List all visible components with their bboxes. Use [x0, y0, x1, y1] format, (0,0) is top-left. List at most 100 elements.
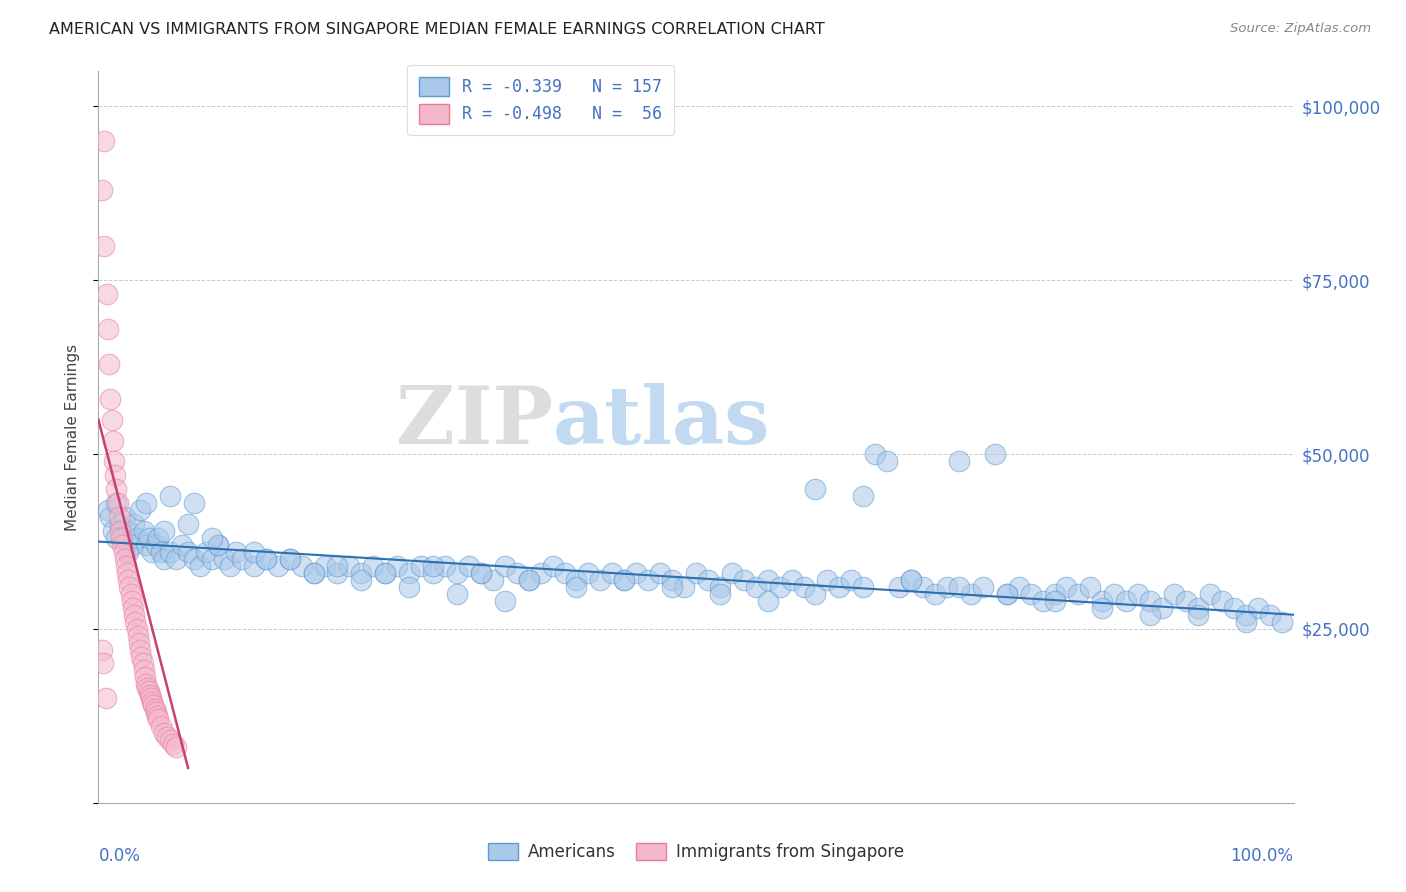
Point: [756, 594, 779, 608]
Point: [107, 496, 129, 510]
Y-axis label: Median Female Earnings: Median Female Earnings: [65, 343, 80, 531]
Point: [1019, 587, 1042, 601]
Point: [637, 573, 659, 587]
Point: [243, 558, 266, 573]
Point: [267, 558, 290, 573]
Point: [110, 531, 132, 545]
Point: [172, 538, 194, 552]
Point: [350, 566, 373, 580]
Point: [121, 594, 143, 608]
Point: [948, 580, 970, 594]
Point: [127, 629, 149, 643]
Point: [780, 573, 803, 587]
Point: [139, 688, 162, 702]
Point: [685, 566, 707, 580]
Point: [104, 468, 127, 483]
Point: [995, 587, 1018, 601]
Point: [398, 566, 420, 580]
Point: [661, 580, 683, 594]
Point: [458, 558, 481, 573]
Point: [673, 580, 696, 594]
Point: [131, 649, 153, 664]
Point: [1104, 587, 1126, 601]
Point: [804, 483, 827, 497]
Point: [153, 726, 176, 740]
Point: [131, 657, 153, 671]
Point: [841, 573, 863, 587]
Point: [1043, 587, 1066, 601]
Point: [115, 566, 138, 580]
Point: [219, 558, 242, 573]
Point: [960, 587, 983, 601]
Point: [422, 558, 444, 573]
Point: [159, 733, 181, 747]
Point: [124, 607, 146, 622]
Point: [149, 719, 172, 733]
Point: [1271, 615, 1294, 629]
Point: [1067, 587, 1090, 601]
Point: [149, 545, 172, 559]
Point: [1128, 587, 1150, 601]
Point: [302, 566, 325, 580]
Point: [1247, 600, 1270, 615]
Point: [589, 573, 612, 587]
Point: [339, 558, 361, 573]
Point: [1043, 594, 1066, 608]
Point: [565, 580, 588, 594]
Point: [828, 580, 851, 594]
Point: [434, 558, 457, 573]
Point: [446, 587, 468, 601]
Text: 0.0%: 0.0%: [98, 847, 141, 864]
Point: [517, 573, 540, 587]
Point: [578, 566, 600, 580]
Point: [374, 566, 396, 580]
Point: [900, 573, 922, 587]
Point: [138, 684, 160, 698]
Point: [148, 712, 170, 726]
Point: [207, 538, 229, 552]
Point: [188, 558, 211, 573]
Point: [201, 552, 224, 566]
Point: [661, 573, 683, 587]
Point: [385, 558, 409, 573]
Point: [91, 642, 114, 657]
Point: [129, 503, 152, 517]
Point: [136, 681, 159, 695]
Point: [1175, 594, 1198, 608]
Point: [103, 454, 125, 468]
Point: [804, 587, 827, 601]
Point: [422, 566, 444, 580]
Point: [105, 483, 128, 497]
Point: [100, 412, 122, 426]
Point: [98, 510, 122, 524]
Point: [865, 448, 887, 462]
Point: [111, 531, 134, 545]
Point: [889, 580, 911, 594]
Point: [768, 580, 790, 594]
Point: [159, 489, 181, 503]
Point: [613, 573, 636, 587]
Point: [114, 552, 136, 566]
Point: [876, 454, 898, 468]
Point: [721, 566, 744, 580]
Point: [565, 573, 588, 587]
Point: [1139, 607, 1161, 622]
Point: [153, 552, 176, 566]
Point: [125, 622, 148, 636]
Point: [1091, 600, 1114, 615]
Point: [117, 545, 139, 559]
Point: [225, 545, 247, 559]
Point: [1234, 615, 1257, 629]
Point: [745, 580, 768, 594]
Point: [1211, 594, 1233, 608]
Point: [165, 552, 187, 566]
Point: [363, 558, 385, 573]
Point: [852, 489, 875, 503]
Point: [315, 558, 337, 573]
Point: [697, 573, 720, 587]
Point: [411, 558, 433, 573]
Point: [101, 434, 124, 448]
Point: [118, 580, 141, 594]
Point: [517, 573, 540, 587]
Point: [108, 524, 131, 538]
